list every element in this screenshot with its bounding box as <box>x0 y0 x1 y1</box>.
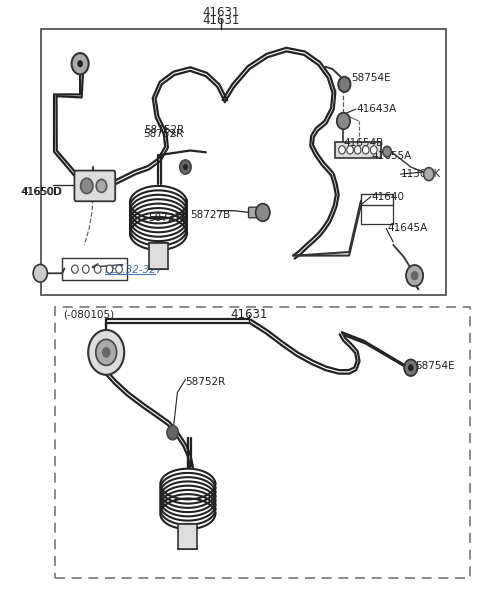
Circle shape <box>88 330 124 375</box>
Circle shape <box>81 178 93 194</box>
Circle shape <box>383 147 391 157</box>
Bar <box>55 307 470 579</box>
Circle shape <box>106 265 113 274</box>
Text: 41645A: 41645A <box>387 224 427 234</box>
Circle shape <box>338 77 350 92</box>
Text: 41640: 41640 <box>372 191 405 201</box>
Text: 41631: 41631 <box>231 308 268 321</box>
Circle shape <box>337 113 350 129</box>
Circle shape <box>408 364 414 371</box>
Text: 58752R: 58752R <box>144 125 184 135</box>
Bar <box>335 142 382 157</box>
Circle shape <box>95 265 101 274</box>
Text: 58752R: 58752R <box>143 129 183 139</box>
Circle shape <box>339 146 345 154</box>
Text: 1130AK: 1130AK <box>401 169 442 179</box>
Text: 58754E: 58754E <box>416 361 455 371</box>
Text: 41643A: 41643A <box>356 104 396 114</box>
Circle shape <box>371 146 377 154</box>
Text: 58727B: 58727B <box>190 210 230 221</box>
Circle shape <box>72 265 78 274</box>
Text: 58752R: 58752R <box>185 377 226 387</box>
Text: 58754E: 58754E <box>351 73 391 83</box>
Circle shape <box>77 60 83 67</box>
Text: 41631: 41631 <box>203 7 240 20</box>
Circle shape <box>362 146 369 154</box>
Circle shape <box>33 265 48 282</box>
Circle shape <box>411 271 419 280</box>
Circle shape <box>167 426 179 440</box>
Bar <box>149 243 168 269</box>
Circle shape <box>404 359 418 376</box>
Bar <box>41 29 446 295</box>
Text: (-080105): (-080105) <box>63 309 115 319</box>
Bar <box>179 524 197 549</box>
Circle shape <box>424 167 434 181</box>
Circle shape <box>83 265 89 274</box>
Circle shape <box>406 265 423 286</box>
Circle shape <box>256 204 270 221</box>
Circle shape <box>354 146 361 154</box>
Text: 41655A: 41655A <box>372 151 412 162</box>
Text: REF.32-327: REF.32-327 <box>105 265 163 275</box>
FancyBboxPatch shape <box>74 170 115 201</box>
Circle shape <box>180 160 191 174</box>
Text: 58727B: 58727B <box>148 213 189 224</box>
Text: 41654B: 41654B <box>343 138 384 148</box>
Circle shape <box>116 265 122 274</box>
FancyBboxPatch shape <box>249 207 263 218</box>
Circle shape <box>96 339 117 365</box>
Text: 41650D: 41650D <box>22 187 63 197</box>
Circle shape <box>102 347 110 358</box>
Circle shape <box>96 179 107 193</box>
Circle shape <box>183 164 188 170</box>
Circle shape <box>72 53 89 74</box>
Text: 41650D: 41650D <box>21 187 62 197</box>
Text: 41631: 41631 <box>203 14 240 27</box>
Bar <box>361 194 393 205</box>
Circle shape <box>347 146 353 154</box>
